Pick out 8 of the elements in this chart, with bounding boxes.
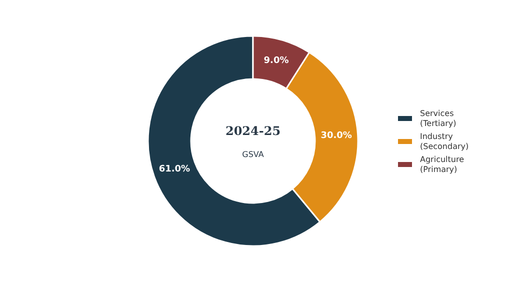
legend-label: Agriculture (Primary) [420, 155, 464, 174]
text: GSVA [242, 150, 264, 159]
data-label: 61.0% [158, 164, 190, 174]
text: 2024-25 [225, 124, 281, 138]
legend-label: Industry (Secondary) [420, 132, 469, 151]
data-label: 9.0% [264, 56, 289, 66]
legend-label: Services (Tertiary) [420, 109, 456, 128]
data-label: 30.0% [320, 130, 352, 141]
